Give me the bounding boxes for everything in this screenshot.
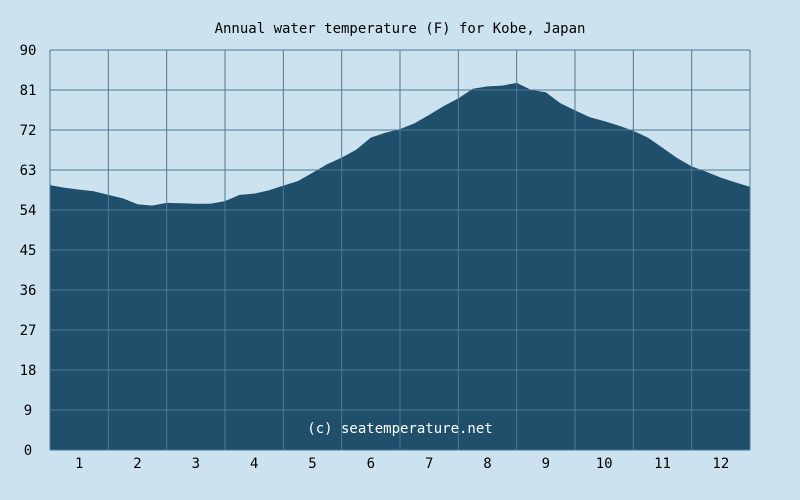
x-tick-label: 3 bbox=[192, 456, 200, 472]
x-tick-label: 4 bbox=[250, 456, 258, 472]
x-tick-label: 9 bbox=[542, 456, 550, 472]
y-tick-label: 90 bbox=[20, 43, 37, 59]
x-tick-label: 11 bbox=[654, 456, 671, 472]
y-tick-label: 0 bbox=[24, 443, 32, 459]
y-tick-label: 54 bbox=[20, 203, 37, 219]
y-tick-label: 81 bbox=[20, 83, 37, 99]
y-tick-label: 36 bbox=[20, 283, 37, 299]
y-tick-label: 9 bbox=[24, 403, 32, 419]
y-tick-label: 27 bbox=[20, 323, 37, 339]
x-tick-label: 1 bbox=[75, 456, 83, 472]
x-tick-label: 6 bbox=[367, 456, 375, 472]
y-tick-label: 63 bbox=[20, 163, 37, 179]
y-tick-label: 72 bbox=[20, 123, 37, 139]
x-tick-label: 2 bbox=[133, 456, 141, 472]
x-tick-label: 12 bbox=[712, 456, 729, 472]
x-tick-label: 8 bbox=[483, 456, 491, 472]
x-tick-label: 10 bbox=[596, 456, 613, 472]
y-tick-label: 45 bbox=[20, 243, 37, 259]
x-tick-label: 5 bbox=[308, 456, 316, 472]
chart-title: Annual water temperature (F) for Kobe, J… bbox=[215, 21, 586, 37]
watermark-text: (c) seatemperature.net bbox=[307, 421, 492, 437]
y-tick-label: 18 bbox=[20, 363, 37, 379]
x-tick-label: 7 bbox=[425, 456, 433, 472]
